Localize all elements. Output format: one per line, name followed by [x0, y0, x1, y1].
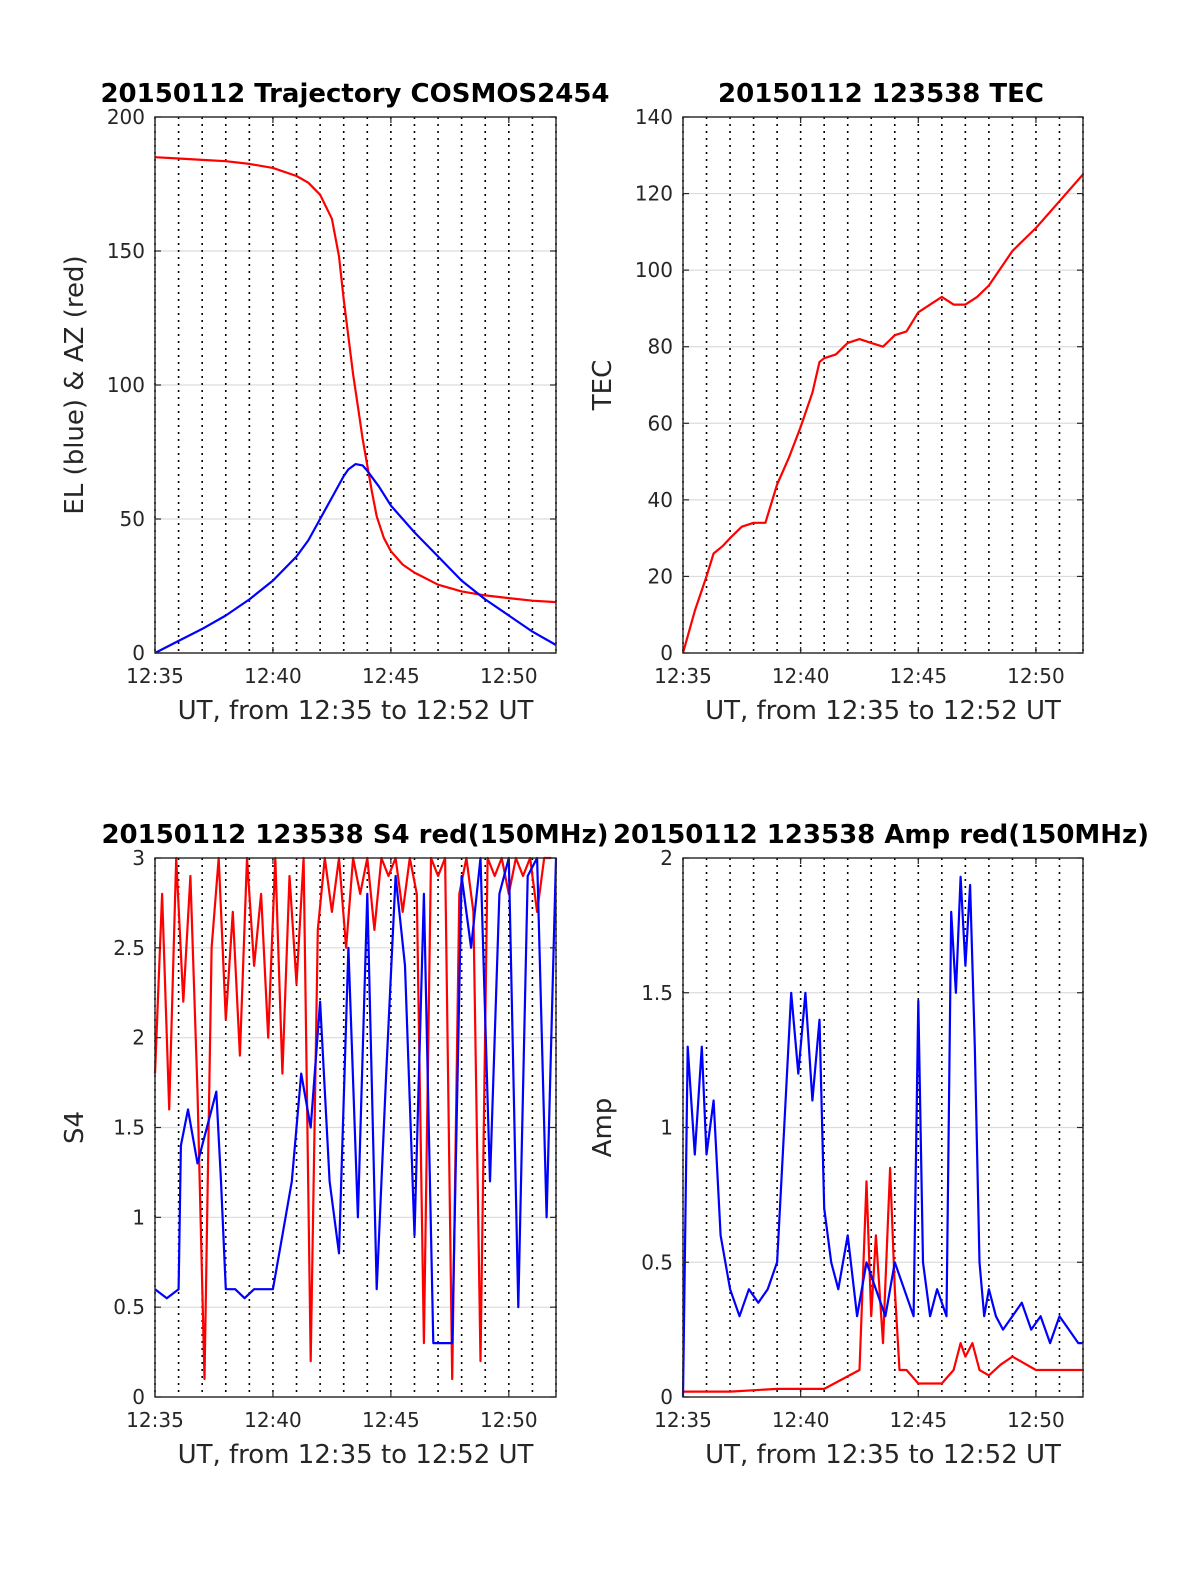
- y-tick-label: 3: [132, 846, 145, 870]
- x-tick-label: 12:40: [244, 1408, 302, 1432]
- y-tick-label: 150: [107, 239, 145, 263]
- chart-title: 20150112 Trajectory COSMOS2454: [100, 79, 609, 109]
- x-axis-label: UT, from 12:35 to 12:52 UT: [178, 696, 534, 726]
- x-axis-label: UT, from 12:35 to 12:52 UT: [705, 1440, 1061, 1470]
- x-tick-label: 12:50: [480, 664, 538, 688]
- y-tick-label: 20: [648, 564, 673, 588]
- x-tick-label: 12:45: [362, 1408, 420, 1432]
- y-axis-label: S4: [60, 1111, 90, 1144]
- y-tick-label: 0: [132, 641, 145, 665]
- y-tick-label: 2: [660, 846, 673, 870]
- x-tick-label: 12:35: [126, 1408, 184, 1432]
- x-tick-label: 12:45: [889, 1408, 947, 1432]
- y-tick-label: 0: [660, 641, 673, 665]
- y-tick-label: 0: [132, 1385, 145, 1409]
- y-tick-label: 40: [648, 488, 673, 512]
- series-line-1: [681, 173, 1084, 654]
- chart-title: 20150112 123538 TEC: [718, 79, 1044, 109]
- chart-3: 12:35 12:40 12:45 12:50 0 0.5 1 1.5 2 2.5 32015011…: [60, 820, 609, 1470]
- series-line-2: [681, 875, 1083, 1398]
- y-tick-label: 80: [648, 335, 673, 359]
- y-tick-label: 2.5: [113, 936, 145, 960]
- x-axis-label: UT, from 12:35 to 12:52 UT: [178, 1440, 534, 1470]
- x-tick-label: 12:35: [654, 1408, 712, 1432]
- series-line-2: [154, 856, 558, 1345]
- y-tick-label: 200: [107, 105, 145, 129]
- chart-title: 20150112 123538 S4 red(150MHz): [101, 820, 608, 850]
- y-axis-label: EL (blue) & AZ (red): [60, 255, 90, 514]
- chart-title: 20150112 123538 Amp red(150MHz): [613, 820, 1149, 850]
- x-tick-label: 12:35: [126, 664, 184, 688]
- x-axis-label: UT, from 12:35 to 12:52 UT: [705, 696, 1061, 726]
- y-tick-label: 1: [132, 1205, 145, 1229]
- series-line-2: [154, 463, 557, 654]
- y-tick-label: 50: [120, 507, 145, 531]
- y-tick-label: 1.5: [641, 981, 673, 1005]
- y-tick-label: 2: [132, 1026, 145, 1050]
- x-tick-label: 12:40: [772, 664, 830, 688]
- y-tick-label: 100: [107, 373, 145, 397]
- x-tick-label: 12:50: [1007, 1408, 1065, 1432]
- y-axis-label: TEC: [588, 360, 618, 411]
- series-line-1: [683, 1166, 1083, 1393]
- series-line-1: [154, 156, 557, 604]
- y-tick-label: 0.5: [113, 1295, 145, 1319]
- y-tick-label: 0.5: [641, 1250, 673, 1274]
- x-tick-label: 12:50: [480, 1408, 538, 1432]
- x-tick-label: 12:40: [244, 664, 302, 688]
- x-tick-label: 12:40: [772, 1408, 830, 1432]
- x-tick-label: 12:45: [889, 664, 947, 688]
- x-tick-label: 12:50: [1007, 664, 1065, 688]
- axes-box: [682, 116, 1084, 654]
- y-tick-label: 120: [635, 182, 673, 206]
- y-tick-label: 1.5: [113, 1116, 145, 1140]
- y-axis-label: Amp: [588, 1098, 618, 1158]
- chart-2: 12:35 12:40 12:45 12:50 0 20 40 60 80 100 120 140 20…: [588, 79, 1084, 726]
- y-tick-label: 100: [635, 258, 673, 282]
- x-tick-label: 12:45: [362, 664, 420, 688]
- y-tick-label: 0: [660, 1385, 673, 1409]
- x-tick-label: 12:35: [654, 664, 712, 688]
- y-tick-label: 140: [635, 105, 673, 129]
- y-tick-label: 1: [660, 1116, 673, 1140]
- y-tick-label: 60: [648, 411, 673, 435]
- chart-1: 12:35 12:40 12:45 12:50 0 50 100 150 20020150112…: [60, 79, 610, 726]
